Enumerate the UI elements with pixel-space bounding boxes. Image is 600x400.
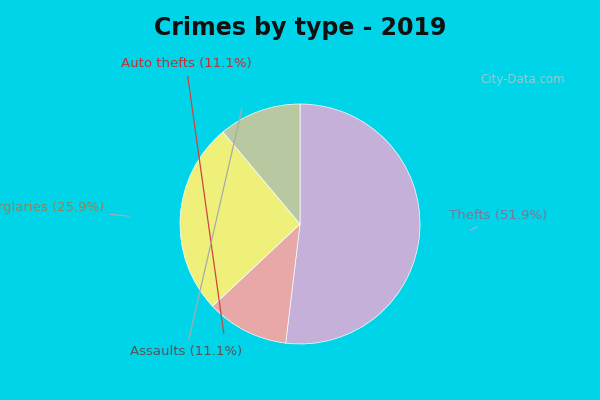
Wedge shape xyxy=(223,104,300,224)
Text: Thefts (51.9%): Thefts (51.9%) xyxy=(449,210,547,230)
Text: Assaults (11.1%): Assaults (11.1%) xyxy=(130,108,242,358)
Wedge shape xyxy=(180,132,300,306)
Text: City-Data.com: City-Data.com xyxy=(480,74,565,86)
Text: Auto thefts (11.1%): Auto thefts (11.1%) xyxy=(121,58,251,334)
Wedge shape xyxy=(286,104,420,344)
Text: Burglaries (25.9%): Burglaries (25.9%) xyxy=(0,202,130,216)
Text: Crimes by type - 2019: Crimes by type - 2019 xyxy=(154,16,446,40)
Wedge shape xyxy=(212,224,300,343)
